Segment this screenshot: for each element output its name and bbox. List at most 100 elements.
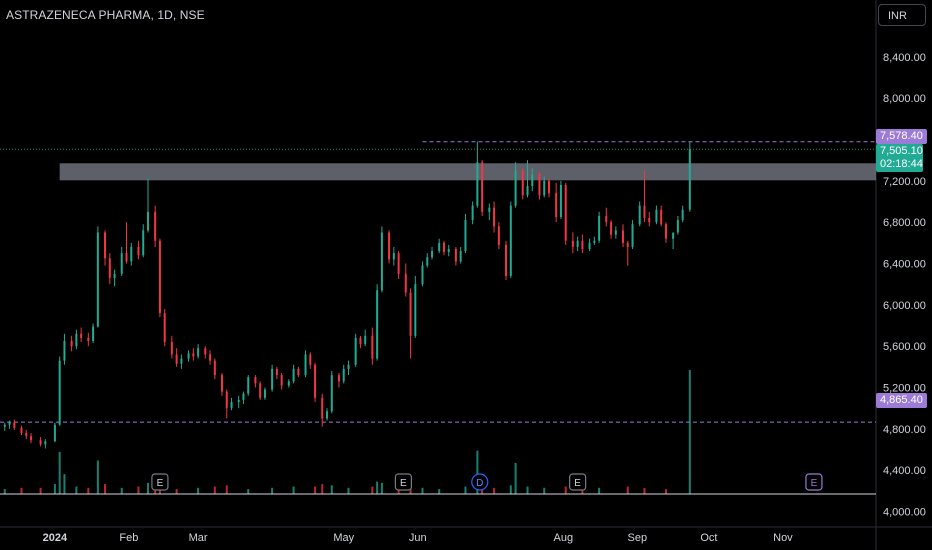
candle[interactable]: [113, 269, 116, 287]
candle[interactable]: [297, 366, 300, 378]
candle[interactable]: [397, 251, 400, 279]
candle[interactable]: [614, 226, 617, 239]
candle[interactable]: [521, 168, 524, 200]
candle[interactable]: [8, 420, 11, 429]
candle[interactable]: [555, 182, 558, 223]
candle[interactable]: [488, 203, 491, 221]
candle[interactable]: [471, 201, 474, 225]
candle[interactable]: [631, 220, 634, 250]
candle[interactable]: [87, 332, 90, 347]
candle[interactable]: [414, 275, 417, 338]
currency-button[interactable]: INR: [878, 4, 926, 26]
candle[interactable]: [497, 222, 500, 250]
candle[interactable]: [404, 263, 407, 297]
candle[interactable]: [170, 335, 173, 359]
candle[interactable]: [421, 261, 424, 287]
symbol-title[interactable]: ASTRAZENECA PHARMA, 1D, NSE: [6, 8, 205, 22]
candle[interactable]: [431, 246, 434, 260]
candle[interactable]: [309, 352, 312, 369]
candle[interactable]: [70, 335, 73, 352]
candle[interactable]: [180, 354, 183, 369]
candle[interactable]: [676, 215, 679, 235]
candle[interactable]: [271, 364, 274, 392]
candle[interactable]: [509, 201, 512, 278]
candle[interactable]: [326, 408, 329, 421]
candle[interactable]: [559, 180, 562, 220]
candle[interactable]: [58, 356, 61, 426]
earnings-marker[interactable]: E: [805, 473, 823, 491]
candle[interactable]: [225, 389, 228, 419]
candle[interactable]: [13, 419, 16, 430]
candle[interactable]: [220, 373, 223, 396]
candle[interactable]: [287, 379, 290, 388]
candle[interactable]: [409, 288, 412, 359]
candle[interactable]: [292, 364, 295, 384]
candle[interactable]: [304, 350, 307, 378]
candle[interactable]: [672, 232, 675, 250]
candle[interactable]: [543, 176, 546, 198]
candle[interactable]: [25, 429, 28, 440]
candle[interactable]: [688, 141, 691, 212]
candle[interactable]: [514, 162, 517, 208]
candle[interactable]: [213, 358, 216, 380]
candle[interactable]: [125, 222, 128, 264]
candle[interactable]: [204, 346, 207, 359]
time-axis[interactable]: 2024 Feb Mar May Jun Aug Sep Oct Nov: [43, 532, 794, 544]
candle[interactable]: [655, 205, 658, 225]
candle[interactable]: [531, 168, 534, 192]
candle[interactable]: [454, 246, 457, 266]
candle[interactable]: [337, 373, 340, 388]
candle[interactable]: [648, 211, 651, 227]
candle[interactable]: [643, 170, 646, 223]
resistance-zone[interactable]: [59, 163, 876, 181]
candle[interactable]: [447, 244, 450, 257]
candle[interactable]: [39, 437, 42, 447]
dividend-marker[interactable]: D: [471, 473, 489, 491]
candle[interactable]: [364, 329, 367, 347]
candle[interactable]: [593, 236, 596, 245]
candle[interactable]: [380, 226, 383, 293]
candle[interactable]: [3, 422, 6, 431]
candle[interactable]: [53, 422, 56, 443]
candle[interactable]: [571, 232, 574, 254]
candle[interactable]: [237, 395, 240, 409]
candle[interactable]: [476, 141, 479, 208]
candle[interactable]: [120, 246, 123, 276]
candle[interactable]: [576, 236, 579, 252]
candle[interactable]: [75, 329, 78, 350]
candle[interactable]: [321, 393, 324, 427]
candle[interactable]: [30, 432, 33, 444]
candle[interactable]: [187, 350, 190, 362]
candle[interactable]: [464, 213, 467, 254]
candle[interactable]: [20, 425, 23, 436]
candle[interactable]: [376, 284, 379, 361]
candle[interactable]: [438, 238, 441, 254]
candle[interactable]: [493, 201, 496, 233]
candle[interactable]: [342, 364, 345, 384]
candle[interactable]: [242, 391, 245, 405]
candle[interactable]: [354, 333, 357, 367]
candle[interactable]: [209, 350, 212, 365]
candle[interactable]: [371, 327, 374, 365]
candle[interactable]: [80, 327, 83, 343]
candle[interactable]: [163, 308, 166, 347]
earnings-marker[interactable]: E: [394, 473, 412, 491]
candle[interactable]: [254, 375, 257, 388]
candle[interactable]: [681, 205, 684, 223]
candle[interactable]: [442, 240, 445, 256]
candle[interactable]: [142, 224, 145, 258]
candle[interactable]: [137, 240, 140, 260]
candle[interactable]: [588, 238, 591, 252]
candle[interactable]: [92, 323, 95, 344]
candle[interactable]: [104, 230, 107, 266]
candle[interactable]: [526, 160, 529, 198]
candle[interactable]: [626, 240, 629, 266]
candle[interactable]: [638, 201, 641, 227]
candle[interactable]: [247, 375, 250, 396]
candle[interactable]: [610, 220, 613, 239]
candlestick-series[interactable]: [3, 141, 691, 449]
candle[interactable]: [505, 240, 508, 281]
candle[interactable]: [605, 207, 608, 227]
